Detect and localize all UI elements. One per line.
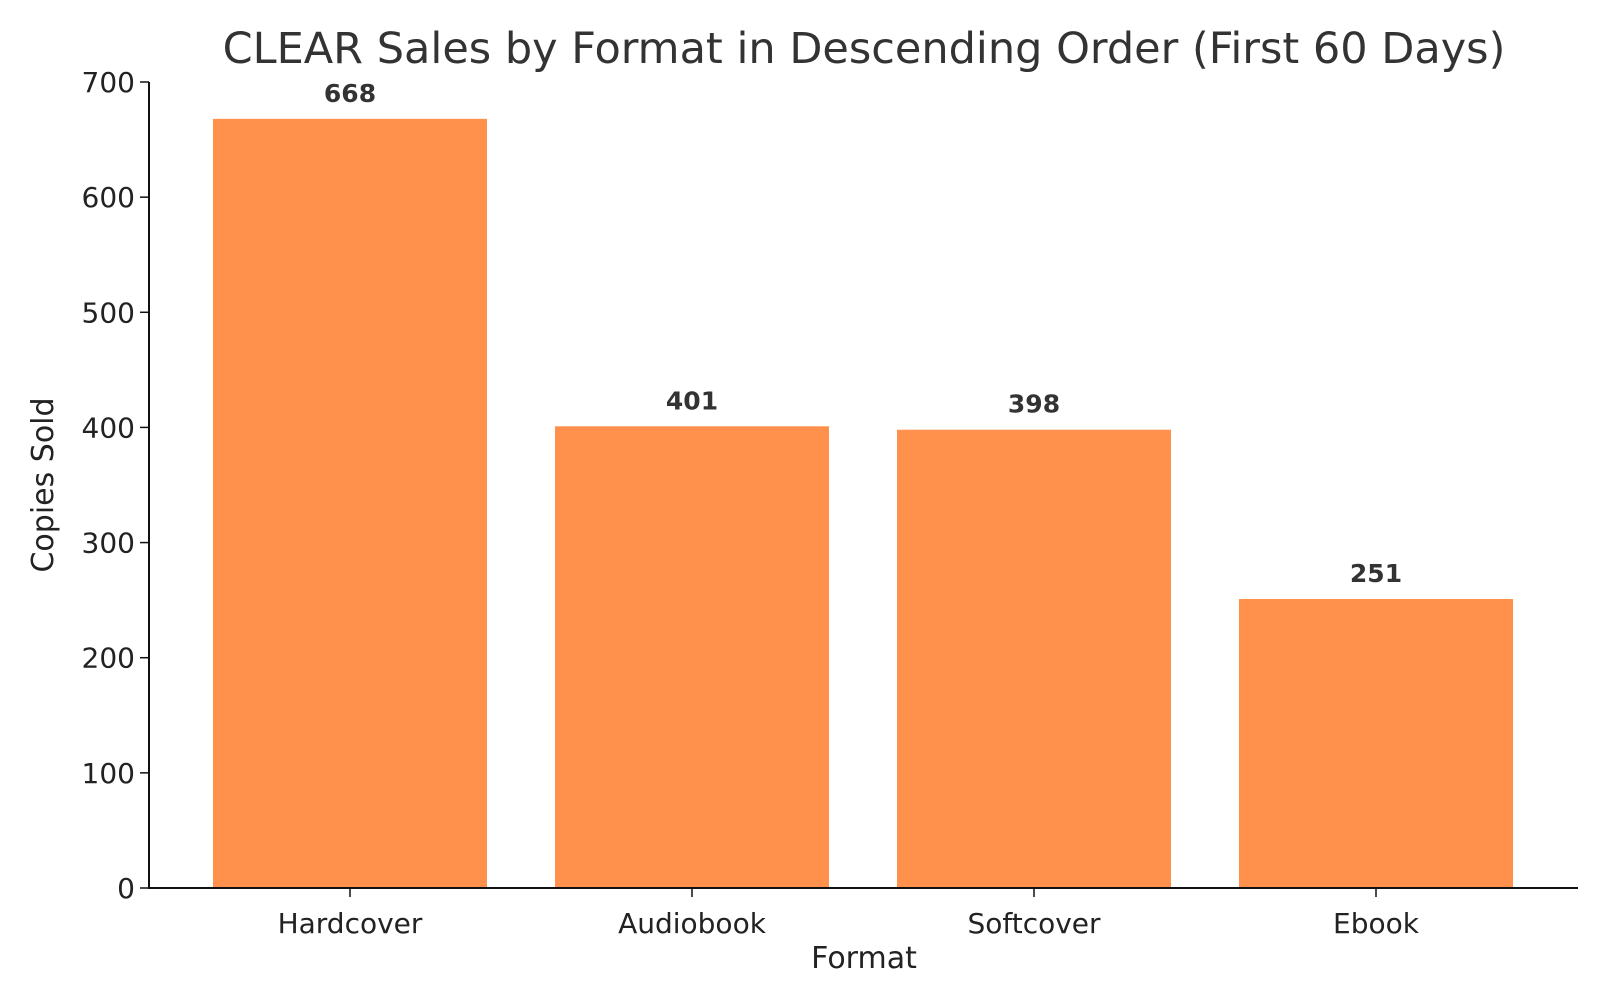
x-axis-ticks: Hardcover Audiobook Softcover Ebook — [278, 888, 1420, 940]
y-tick-label-500: 500 — [82, 296, 135, 329]
y-tick-label-0: 0 — [117, 872, 135, 905]
bar-softcover — [897, 429, 1171, 888]
data-label-hardcover: 668 — [324, 79, 376, 108]
x-tick-label-audiobook: Audiobook — [618, 907, 767, 940]
y-axis-ticks: 0 100 200 300 400 500 600 700 — [82, 66, 149, 905]
x-tick-label-hardcover: Hardcover — [278, 907, 423, 940]
y-tick-label-300: 300 — [82, 527, 135, 560]
bar-audiobook — [555, 426, 829, 888]
bars-group — [213, 118, 1513, 889]
x-tick-label-ebook: Ebook — [1333, 907, 1420, 940]
y-tick-label-600: 600 — [82, 181, 135, 214]
data-label-audiobook: 401 — [666, 386, 718, 415]
y-tick-label-400: 400 — [82, 411, 135, 444]
data-label-ebook: 251 — [1350, 559, 1402, 588]
bar-hardcover — [213, 118, 487, 889]
y-tick-label-100: 100 — [82, 757, 135, 790]
y-tick-label-200: 200 — [82, 642, 135, 675]
y-tick-label-700: 700 — [82, 66, 135, 99]
bar-ebook — [1239, 598, 1513, 888]
x-tick-label-softcover: Softcover — [967, 907, 1101, 940]
data-label-softcover: 398 — [1008, 390, 1060, 419]
x-axis-label: Format — [811, 941, 917, 976]
chart-title: CLEAR Sales by Format in Descending Orde… — [223, 24, 1506, 74]
data-labels-group: 668 401 398 251 — [324, 79, 1402, 588]
y-axis-label: Copies Sold — [26, 397, 61, 572]
